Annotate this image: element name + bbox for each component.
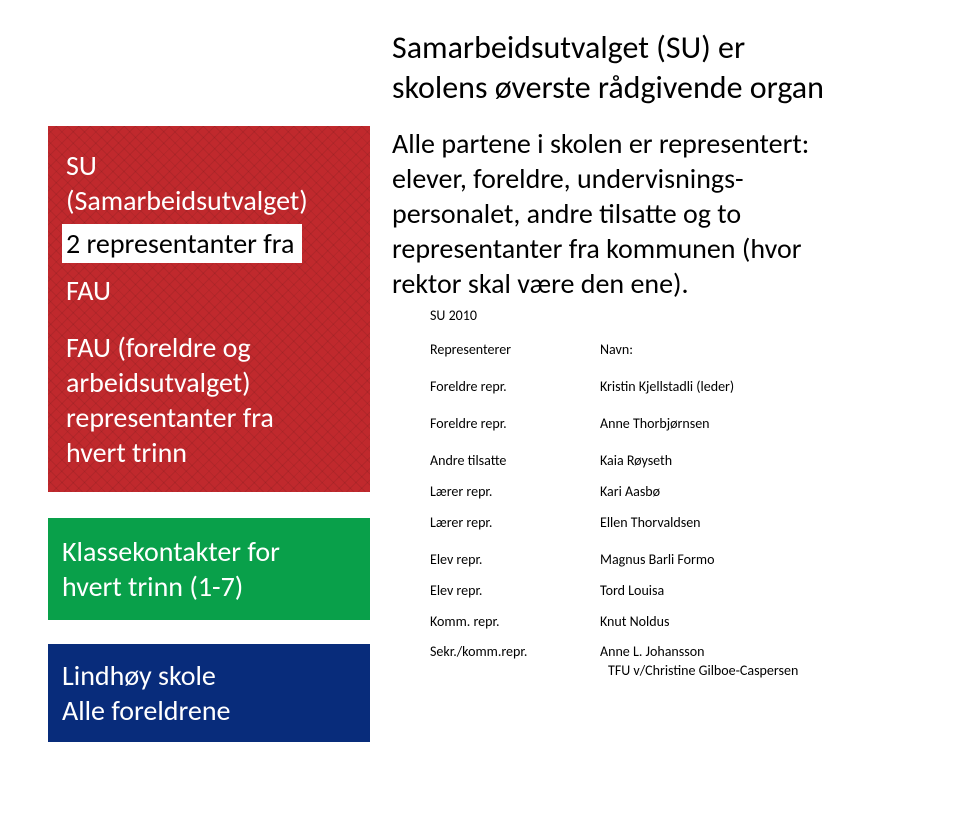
red-l1: SU [66, 148, 97, 183]
red-whitebar: 2 representanter fra [62, 224, 302, 263]
cell-role: Andre tilsatte [430, 445, 600, 476]
body-paragraph: Alle partene i skolen er representert: e… [392, 126, 912, 301]
cell-role: Foreldre repr. [430, 371, 600, 402]
credit-line: TFU v/Christine Gilboe-Caspersen [608, 662, 912, 679]
blue-l1: Lindhøy skole [62, 658, 216, 693]
right-column: Alle partene i skolen er representert: e… [392, 126, 912, 742]
su-red-box: SU (Samarbeidsutvalget) 2 representanter… [48, 126, 370, 492]
cell-name: Knut Noldus [600, 606, 754, 637]
footer-name: Anne L. Johansson [600, 643, 704, 660]
cell-role: Foreldre repr. [430, 408, 600, 439]
cell-name: Kristin Kjellstadli (leder) [600, 371, 754, 402]
red-l7: representanter fra [66, 400, 274, 435]
table-row: Komm. repr. Knut Noldus [430, 606, 754, 637]
cell-role: Elev repr. [430, 544, 600, 575]
cell-name: Magnus Barli Formo [600, 544, 754, 575]
green-l1: Klassekontakter for [62, 534, 280, 569]
klassekontakter-green-box: Klassekontakter for hvert trinn (1-7) [48, 518, 370, 620]
table-header-row: Representerer Navn: [430, 334, 754, 365]
cell-role: Lærer repr. [430, 476, 600, 507]
green-l2: hvert trinn (1-7) [62, 569, 243, 604]
su-table: Representerer Navn: Foreldre repr. Krist… [430, 334, 754, 637]
table-row: Foreldre repr. Anne Thorbjørnsen [430, 408, 754, 439]
table-row: Foreldre repr. Kristin Kjellstadli (lede… [430, 371, 754, 402]
red-l2: (Samarbeidsutvalget) [66, 183, 308, 218]
table-row: Lærer repr. Ellen Thorvaldsen [430, 507, 754, 538]
footer-role: Sekr./komm.repr. [430, 643, 600, 660]
cell-name: Tord Louisa [600, 575, 754, 606]
table-row: Elev repr. Magnus Barli Formo [430, 544, 754, 575]
cell-name: Kari Aasbø [600, 476, 754, 507]
para-l2: elever, foreldre, undervisnings- [392, 161, 744, 196]
lindhoy-blue-box: Lindhøy skole Alle foreldrene [48, 644, 370, 742]
para-l4: representanter fra kommunen (hvor [392, 231, 802, 266]
para-l1: Alle partene i skolen er representert: [392, 126, 809, 161]
th-representerer: Representerer [430, 334, 600, 365]
cell-role: Elev repr. [430, 575, 600, 606]
th-navn: Navn: [600, 334, 754, 365]
su-year-label: SU 2010 [430, 307, 912, 324]
cell-role: Komm. repr. [430, 606, 600, 637]
red-l6: arbeidsutvalget) [66, 365, 251, 400]
left-column: SU (Samarbeidsutvalget) 2 representanter… [48, 126, 370, 742]
red-l8: hvert trinn [66, 435, 187, 470]
cell-name: Ellen Thorvaldsen [600, 507, 754, 538]
page-title: Samarbeidsutvalget (SU) er skolens øvers… [392, 28, 912, 108]
title-line1: Samarbeidsutvalget (SU) er [392, 28, 745, 67]
para-l5: rektor skal være den ene). [392, 266, 689, 301]
title-line2: skolens øverste rådgivende organ [392, 68, 824, 107]
para-l3: personalet, andre tilsatte og to [392, 196, 741, 231]
table-row: Elev repr. Tord Louisa [430, 575, 754, 606]
table-row: Andre tilsatte Kaia Røyseth [430, 445, 754, 476]
cell-name: Kaia Røyseth [600, 445, 754, 476]
cell-role: Lærer repr. [430, 507, 600, 538]
blue-l2: Alle foreldrene [62, 693, 230, 728]
red-l5: FAU (foreldre og [66, 330, 251, 365]
footer-row: Sekr./komm.repr. Anne L. Johansson [430, 643, 912, 660]
cell-name: Anne Thorbjørnsen [600, 408, 754, 439]
red-l4: FAU [66, 273, 111, 308]
table-row: Lærer repr. Kari Aasbø [430, 476, 754, 507]
